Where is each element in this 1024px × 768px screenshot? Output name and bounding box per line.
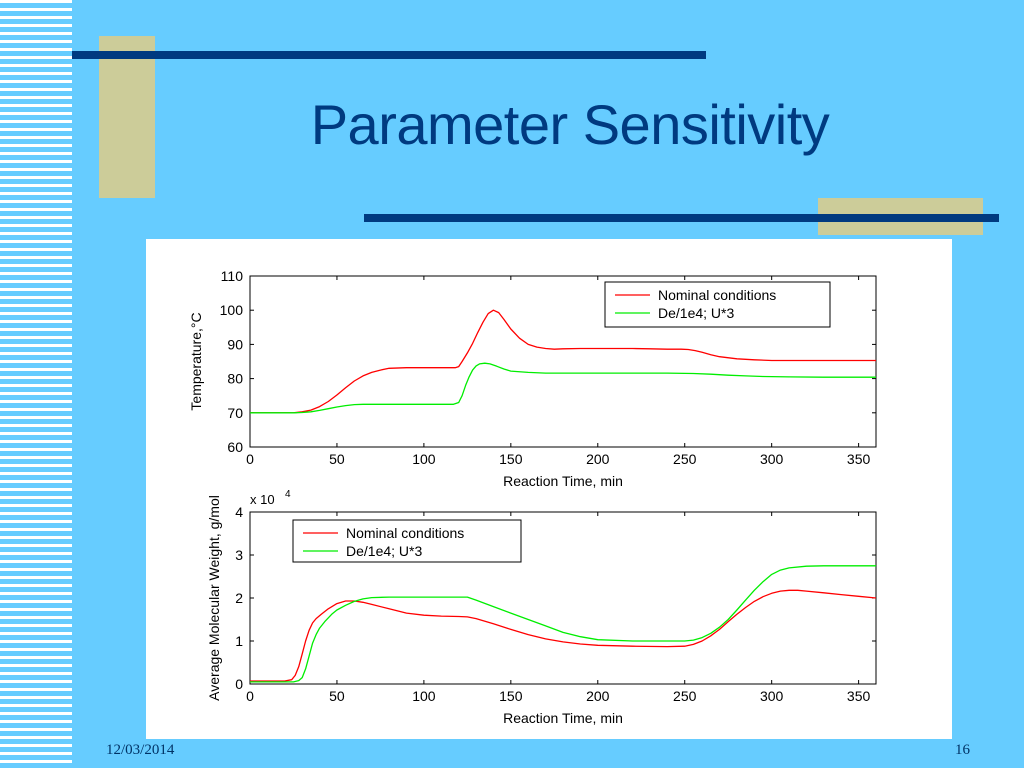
chart1-x-tick-label: 200 [586, 451, 610, 467]
title-bar-bottom [364, 214, 999, 222]
chart2-x-tick-label: 100 [412, 688, 436, 704]
chart1-x-tick-label: 350 [847, 451, 871, 467]
chart2-x-axis-label: Reaction Time, min [503, 710, 623, 726]
slide-title: Parameter Sensitivity [310, 93, 830, 156]
chart2-x-tick-label: 250 [673, 688, 697, 704]
left-stripe-decoration [0, 0, 72, 768]
charts-svg: 0 50 100 150 200 250 300 35060708090100110React… [188, 268, 877, 726]
chart1-x-tick-label: 250 [673, 451, 697, 467]
accent-block-left [99, 36, 155, 198]
chart2-y-tick-label: 2 [235, 590, 243, 606]
chart2-y-tick-label: 1 [235, 633, 243, 649]
slide-date: 12/03/2014 [106, 742, 175, 758]
chart1-plot-frame [249, 275, 877, 448]
chart2-x-tick-label: 350 [847, 688, 871, 704]
chart1-x-tick-label: 150 [499, 451, 523, 467]
title-bar-top [72, 51, 706, 59]
chart1-x-tick-label: 300 [760, 451, 784, 467]
chart1-series-modified-line [250, 362, 876, 414]
chart1-x-axis-label: Reaction Time, min [503, 473, 623, 489]
chart1-legend-box [604, 281, 831, 328]
chart2-y-multiplier-exponent: 4 [285, 489, 291, 500]
chart1-y-tick-label: 70 [227, 405, 243, 421]
chart2-y-tick-label: 3 [235, 547, 243, 563]
slide-page-number: 16 [955, 742, 970, 758]
chart1-x-tick-label: 100 [412, 451, 436, 467]
chart2-legend-label: De/1e4; U*3 [346, 543, 422, 559]
chart1-y-tick-label: 60 [227, 439, 243, 455]
chart1-y-tick-label: 100 [220, 302, 244, 318]
chart2-x-tick-label: 200 [586, 688, 610, 704]
chart1-y-tick-label: 80 [227, 371, 243, 387]
chart1-legend-label: Nominal conditions [658, 287, 776, 303]
chart1-x-tick-label: 0 [246, 451, 254, 467]
figure-panel: 0 50 100 150 200 250 300 350 60 70 80 90 100 110 React… [146, 239, 952, 739]
chart2-legend-box [292, 519, 522, 563]
chart2-series-nominal-line [250, 589, 877, 682]
chart1-y-tick-label: 90 [227, 336, 243, 352]
chart1-y-axis-label: Temperature,°C [188, 312, 204, 410]
chart2-y-multiplier: x 10 [250, 492, 275, 507]
chart2-x-tick-label: 0 [246, 688, 254, 704]
chart1-x-tick-label: 50 [329, 451, 345, 467]
chart2-y-axis-label: Average Molecular Weight, g/mol [206, 495, 222, 701]
chart1-y-tick-label: 110 [221, 268, 244, 284]
chart2-y-tick-label: 0 [235, 676, 243, 692]
chart2-legend-label: Nominal conditions [346, 525, 464, 541]
chart2-x-tick-label: 300 [760, 688, 784, 704]
chart2-x-tick-label: 50 [329, 688, 345, 704]
chart2-x-tick-label: 150 [499, 688, 523, 704]
chart1-series-nominal-line [250, 309, 876, 414]
chart1-legend-label: De/1e4; U*3 [658, 305, 734, 321]
chart2-series-modified-line [250, 565, 876, 683]
chart2-y-tick-label: 4 [235, 504, 243, 520]
